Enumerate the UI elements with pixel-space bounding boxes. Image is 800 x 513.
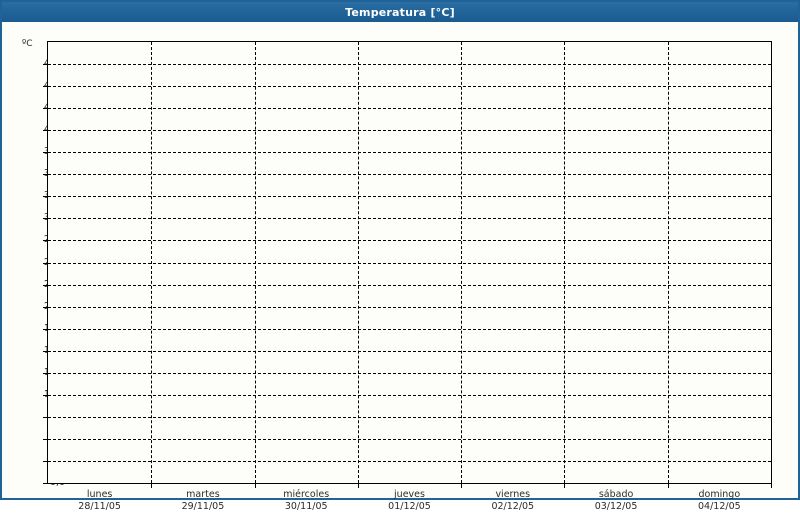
x-axis-day-name: martes <box>186 489 220 500</box>
y-axis-tick-mark <box>43 394 47 396</box>
gridline-vertical <box>564 42 565 483</box>
gridline-horizontal <box>48 328 771 330</box>
gridline-horizontal <box>48 64 771 66</box>
x-axis-date: 03/12/05 <box>594 501 638 512</box>
x-axis-day-name: sábado <box>598 489 634 500</box>
gridline-horizontal <box>48 416 771 418</box>
plot-region: ºC 47,545,042,540,037,535,032,530,027,52… <box>2 22 798 512</box>
x-axis-tick-mark <box>358 484 359 488</box>
y-axis-tick-mark <box>43 416 47 418</box>
y-axis-unit-label: ºC <box>22 39 33 49</box>
y-axis-tick-mark <box>43 438 47 440</box>
gridline-horizontal <box>48 86 771 88</box>
x-axis-date: 02/12/05 <box>491 501 535 512</box>
data-series-layer <box>48 42 771 483</box>
x-axis-tick-mark <box>255 484 256 488</box>
gridline-horizontal <box>48 438 771 440</box>
x-axis-date: 01/12/05 <box>388 501 431 512</box>
gridline-horizontal <box>48 350 771 352</box>
x-axis-tick-label: jueves 01/12/05 <box>350 489 470 513</box>
y-axis-tick-mark <box>43 86 47 88</box>
gridline-horizontal <box>48 284 771 286</box>
x-axis-tick-label: martes 29/11/05 <box>143 489 263 513</box>
y-axis-tick-mark <box>43 306 47 308</box>
x-axis-tick-mark <box>771 484 772 488</box>
y-axis-tick-mark <box>43 284 47 286</box>
plot-area <box>47 41 772 484</box>
gridline-vertical <box>461 42 462 483</box>
y-axis-tick-mark <box>43 350 47 352</box>
x-axis-day-name: domingo <box>698 489 741 500</box>
y-axis-tick-mark <box>43 174 47 176</box>
page-title: Temperatura [°C] <box>345 5 455 19</box>
gridline-vertical <box>255 42 256 483</box>
gridline-horizontal <box>48 218 771 220</box>
gridline-vertical <box>358 42 359 483</box>
y-axis-tick-mark <box>43 64 47 66</box>
chart-title-bar: Temperatura [°C] <box>2 2 798 22</box>
gridline-horizontal <box>48 240 771 242</box>
x-axis-tick-mark <box>564 484 565 488</box>
x-axis-tick-label: domingo 04/12/05 <box>659 489 779 513</box>
y-axis-tick-mark <box>43 130 47 132</box>
y-axis-tick-mark <box>43 262 47 264</box>
x-axis-day-name: jueves <box>394 489 425 500</box>
y-axis-tick-mark <box>43 218 47 220</box>
x-axis-tick-label: miércoles 30/11/05 <box>246 489 366 513</box>
x-axis-tick-label: viernes 02/12/05 <box>453 489 573 513</box>
x-axis-day-name: lunes <box>86 489 113 500</box>
x-axis-day-name: viernes <box>495 489 531 500</box>
y-axis-tick-mark <box>43 460 47 462</box>
x-axis-tick-mark <box>668 484 669 488</box>
y-axis-tick-mark <box>43 483 47 484</box>
gridline-vertical <box>151 42 152 483</box>
y-axis-tick-mark <box>43 196 47 198</box>
x-axis-tick-label: sábado 03/12/05 <box>556 489 676 513</box>
gridline-horizontal <box>48 152 771 154</box>
gridline-horizontal <box>48 174 771 176</box>
y-axis-tick-mark <box>43 152 47 154</box>
x-axis-tick-mark <box>461 484 462 488</box>
y-axis-tick-mark <box>43 240 47 242</box>
gridline-horizontal <box>48 262 771 264</box>
gridline-horizontal <box>48 130 771 132</box>
gridline-horizontal <box>48 306 771 308</box>
gridline-horizontal <box>48 394 771 396</box>
x-axis-date: 28/11/05 <box>78 501 121 512</box>
gridline-horizontal <box>48 372 771 374</box>
x-axis-date: 30/11/05 <box>284 501 328 512</box>
x-axis-day-name: miércoles <box>283 489 330 500</box>
x-axis-date: 29/11/05 <box>181 501 225 512</box>
y-axis-tick-mark <box>43 108 47 110</box>
x-axis-date: 04/12/05 <box>698 501 741 512</box>
gridline-horizontal <box>48 108 771 110</box>
gridline-horizontal <box>48 460 771 462</box>
x-axis-tick-mark <box>151 484 152 488</box>
gridline-horizontal <box>48 196 771 198</box>
x-axis-tick-label: lunes 28/11/05 <box>40 489 160 513</box>
y-axis-tick-mark <box>43 328 47 330</box>
y-axis-tick-mark <box>43 372 47 374</box>
gridline-vertical <box>668 42 669 483</box>
